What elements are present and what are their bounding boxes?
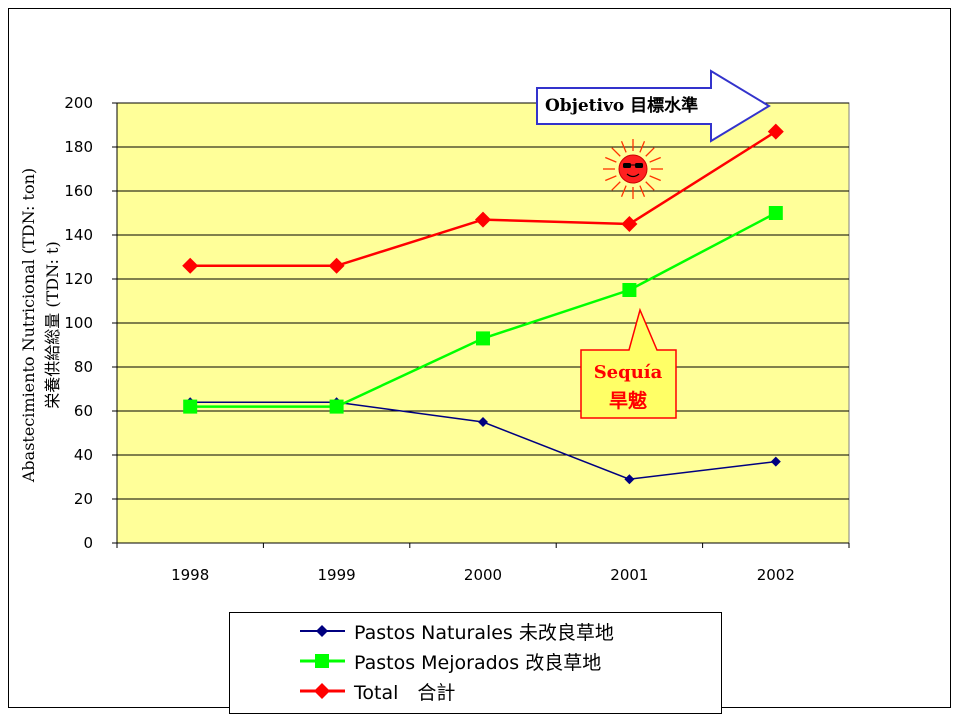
- data-point: [770, 456, 781, 467]
- x-tick-label: 2001: [610, 566, 648, 584]
- sun-ray: [649, 175, 661, 182]
- series-lines: [182, 123, 784, 485]
- y-tick-label: 140: [64, 226, 93, 244]
- data-point: [478, 417, 488, 427]
- sun-ray: [611, 181, 621, 191]
- y-tick-label: 40: [74, 446, 93, 464]
- sun-ray: [639, 185, 646, 197]
- target-arrow-annotation: Objetivo 目標水準: [536, 69, 771, 143]
- gridlines: [117, 102, 849, 500]
- target-arrow-label: Objetivo 目標水準: [545, 95, 698, 116]
- drought-label-line1: Sequía: [594, 362, 663, 383]
- drought-callout: Sequía 旱魃: [580, 307, 677, 419]
- legend-label-improved: Pastos Mejorados 改良草地: [354, 651, 602, 674]
- target-arrow-shape: [536, 69, 771, 143]
- x-tick-label: 2002: [757, 566, 795, 584]
- y-tick-label: 100: [64, 314, 93, 332]
- sun-ray: [605, 175, 617, 182]
- x-tick-label: 2000: [464, 566, 502, 584]
- data-point: [183, 399, 198, 414]
- y-tick-label: 60: [74, 402, 93, 420]
- sun-ray: [645, 181, 655, 191]
- sun-ray: [645, 147, 655, 157]
- y-tick-label: 200: [64, 94, 93, 112]
- sun-ray: [620, 141, 627, 153]
- data-point: [182, 257, 199, 274]
- y-tick-labels: 0 20 40 60 80 100 120 140 160 180 200: [64, 94, 93, 552]
- y-tick-label: 80: [74, 358, 93, 376]
- legend-swatch-total: [300, 683, 345, 699]
- axes: [112, 102, 850, 548]
- drought-callout-shape: [580, 307, 677, 419]
- y-tick-label: 180: [64, 138, 93, 156]
- y-axis-label-line2: 栄養供給総量 (TDN: t): [43, 241, 62, 408]
- data-point: [624, 474, 635, 485]
- series-2: [182, 123, 784, 274]
- data-point: [475, 211, 491, 228]
- legend-swatch-improved: [300, 654, 345, 668]
- sun-ray: [611, 147, 621, 157]
- series-1: [183, 206, 783, 414]
- sun-ray: [639, 141, 646, 153]
- x-tick-label: 1999: [318, 566, 356, 584]
- data-point: [329, 399, 344, 414]
- x-tick-labels: 1998 1999 2000 2001 2002: [171, 566, 795, 584]
- legend: Pastos Naturales 未改良草地 Pastos Mejorados …: [229, 612, 722, 714]
- data-point: [622, 283, 637, 297]
- sun-ray: [605, 156, 617, 163]
- legend-label-total: Total 合計: [354, 681, 456, 704]
- data-point: [621, 216, 638, 232]
- y-axis-label-line1: Abastecimiento Nutricional (TDN: ton): [19, 168, 38, 483]
- data-point: [767, 123, 784, 140]
- y-tick-label: 0: [83, 534, 93, 552]
- sun-icon: [603, 139, 663, 199]
- legend-swatch-natural: [300, 625, 345, 637]
- x-tick-label: 1998: [171, 566, 209, 584]
- y-tick-label: 20: [74, 490, 93, 508]
- sun-ray: [620, 185, 627, 197]
- y-tick-label: 160: [64, 182, 93, 200]
- sun-ray: [649, 156, 661, 163]
- data-point: [476, 331, 490, 346]
- y-tick-label: 120: [64, 270, 93, 288]
- legend-label-natural: Pastos Naturales 未改良草地: [354, 621, 614, 644]
- drought-label-line2: 旱魃: [609, 389, 647, 412]
- data-point: [328, 257, 345, 274]
- data-point: [768, 206, 783, 220]
